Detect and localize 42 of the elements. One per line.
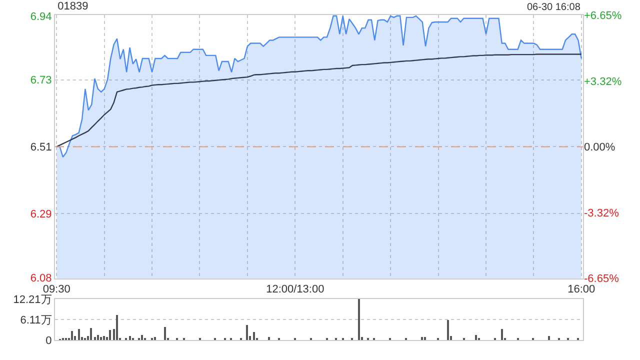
bar (548, 336, 550, 340)
bar (154, 337, 156, 340)
bar (78, 329, 80, 340)
y2-tick-label: +6.65% (584, 10, 622, 22)
bar (447, 320, 449, 340)
bar (94, 337, 96, 340)
y-tick-label: 6.29 (30, 208, 52, 220)
y2-tick-label: -3.32% (584, 207, 620, 220)
bar (90, 328, 92, 340)
bar (421, 337, 423, 340)
bar (253, 332, 255, 340)
x-tick-label: 16:00 (568, 284, 596, 296)
bar (358, 299, 360, 340)
chart-title: 01839 (58, 0, 88, 12)
bar (97, 335, 99, 340)
bar (475, 335, 477, 340)
y-tick-label: 6.11万 (20, 314, 52, 326)
x-tick-label: 09:30 (42, 284, 70, 296)
y2-tick-label: 0.00% (584, 142, 616, 154)
bar (129, 336, 131, 340)
bar (268, 337, 270, 340)
text: 06-30 16:08 (527, 2, 581, 13)
line-series (56, 54, 582, 148)
bar (501, 329, 503, 340)
bar (141, 335, 143, 340)
bar (424, 337, 426, 340)
bar (246, 325, 248, 340)
bar (100, 337, 102, 340)
y-tick-label: 6.51 (30, 142, 52, 154)
y-tick-label: 0 (46, 334, 52, 347)
bar (116, 315, 118, 340)
bar (71, 331, 73, 340)
y-tick-label: 6.73 (30, 74, 52, 87)
y-tick-label: 6.08 (30, 272, 52, 284)
bar (164, 327, 166, 340)
bar (103, 336, 105, 340)
y-tick-label: 12.21万 (13, 294, 52, 306)
y2-tick-label: +3.32% (584, 76, 622, 88)
bar (109, 330, 111, 340)
x-tick-label: 12:00/13:00 (266, 284, 324, 296)
y-tick-label: 6.94 (30, 10, 52, 23)
y2-tick-label: -6.65% (584, 273, 620, 286)
